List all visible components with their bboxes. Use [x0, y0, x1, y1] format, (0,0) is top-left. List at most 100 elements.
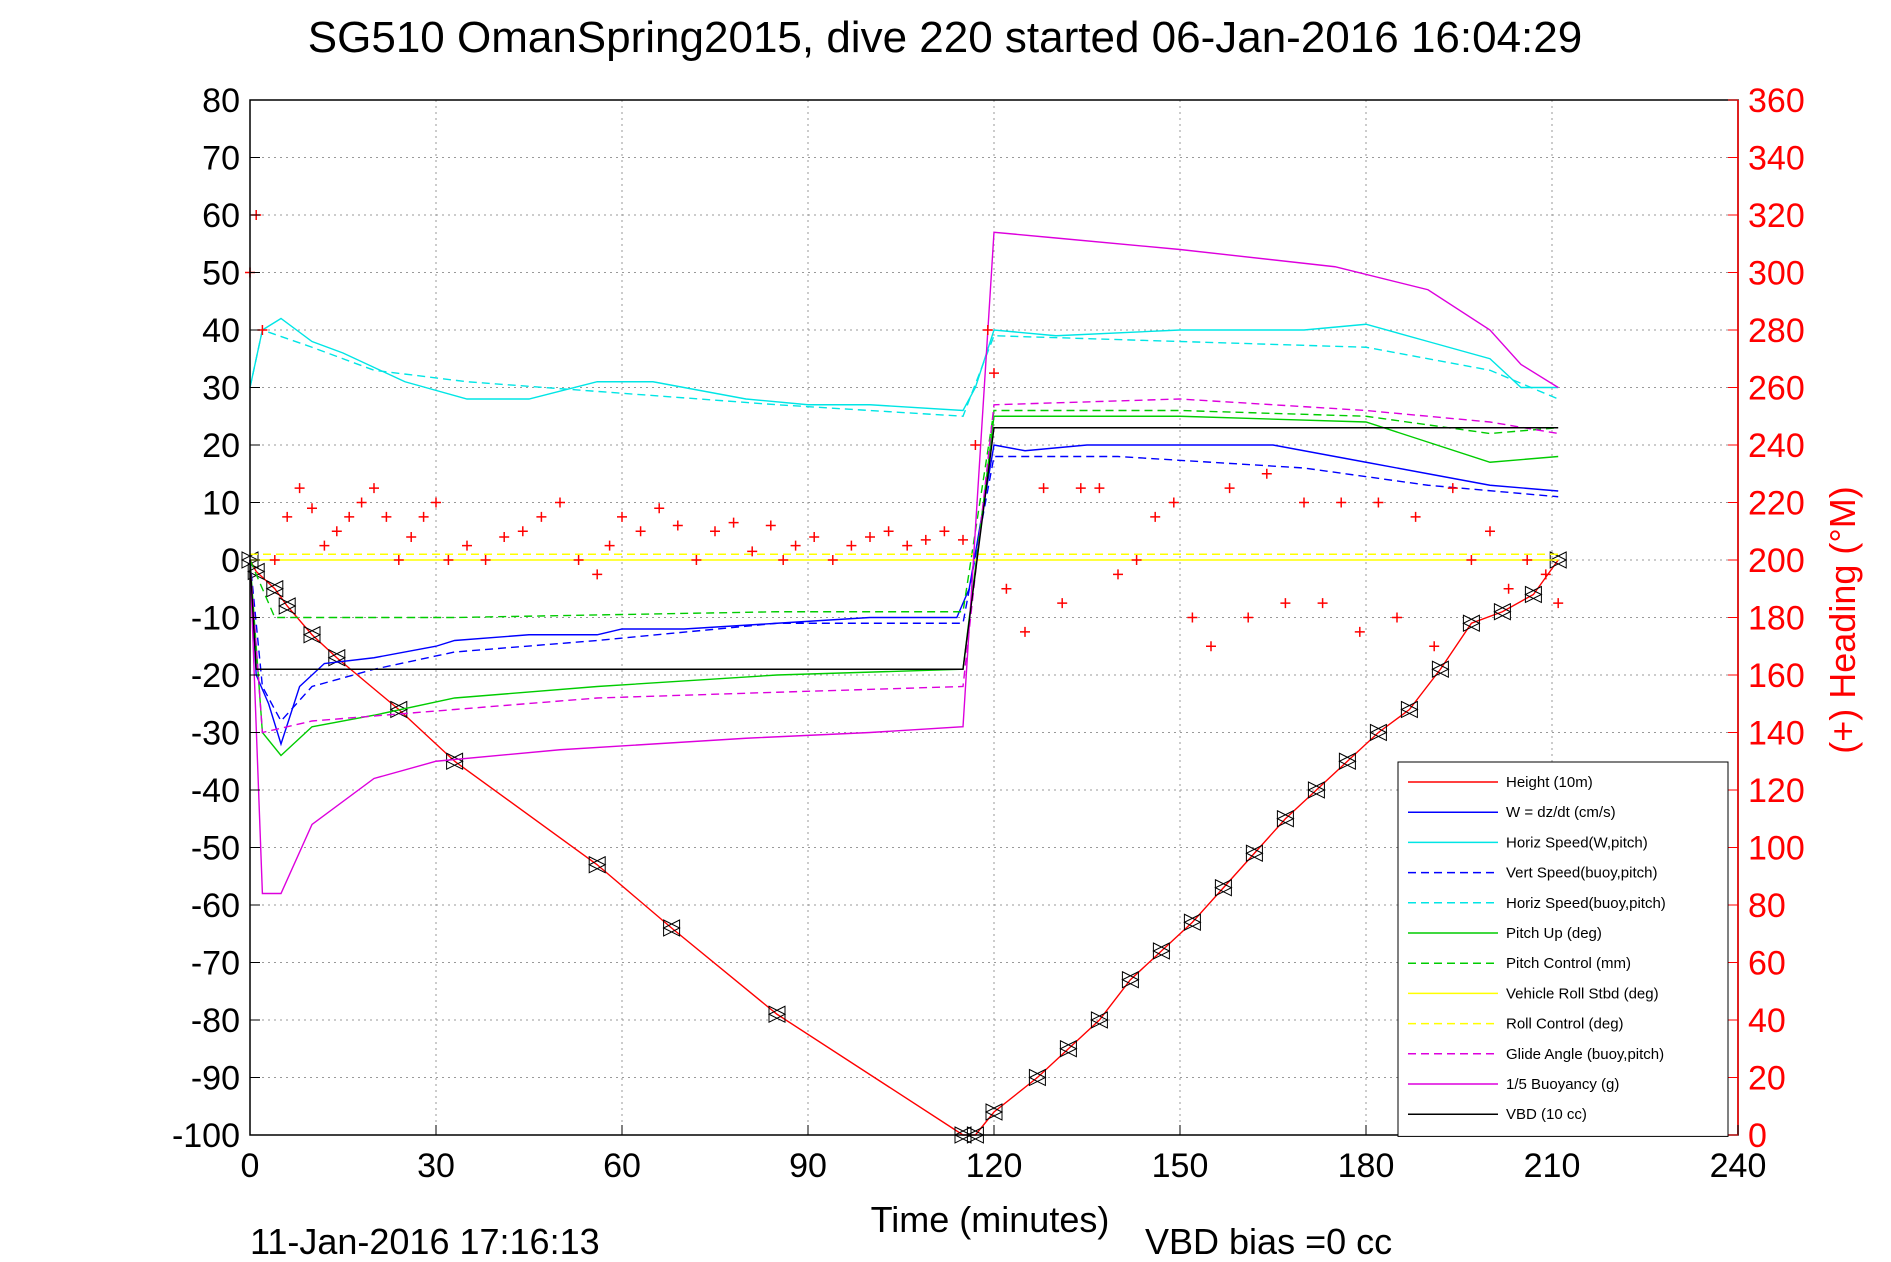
heading-marker [356, 497, 367, 508]
x-axis-label: Time (minutes) [871, 1199, 1110, 1240]
heading-marker [920, 534, 931, 545]
heading-marker [1187, 612, 1198, 623]
y-tick-label: 20 [202, 427, 240, 465]
x-tick-label: 210 [1524, 1147, 1581, 1185]
heading-marker [1224, 483, 1235, 494]
series-line-9 [249, 398, 1559, 734]
y-tick-label: -40 [191, 772, 240, 810]
heading-marker [846, 540, 857, 551]
heading-marker [654, 503, 665, 514]
chart-title: SG510 OmanSpring2015, dive 220 started 0… [308, 13, 1582, 62]
heading-marker [790, 540, 801, 551]
heading-marker [1299, 497, 1309, 508]
series-line-5 [249, 415, 1559, 757]
heading-marker [1522, 555, 1533, 565]
heading-marker [604, 540, 615, 551]
y-tick-label: -10 [191, 600, 240, 638]
right-tick-label: 40 [1748, 1002, 1786, 1040]
axis-ticks: 0 30 60 90 120 150 180 210 240-100-90-80-70-60-5… [172, 82, 1805, 1185]
height-marker [1338, 752, 1357, 771]
y-tick-label: 70 [202, 140, 240, 178]
x-tick-label: 150 [1152, 1147, 1209, 1185]
legend-label: Roll Control (deg) [1506, 1016, 1624, 1033]
heading-marker [617, 511, 627, 522]
right-y-axis-label: (+) Heading (°M) [1822, 486, 1863, 753]
height-marker [1462, 614, 1481, 633]
y-tick-label: 80 [202, 82, 240, 120]
heading-marker [1392, 612, 1402, 623]
legend-label: Glide Angle (buoy,pitch) [1506, 1046, 1664, 1063]
right-tick-label: 360 [1748, 82, 1805, 120]
heading-marker [431, 497, 441, 508]
footer-vbd-bias: VBD bias =0 cc [1145, 1221, 1392, 1262]
legend-label: Pitch Control (mm) [1506, 955, 1631, 972]
heading-marker [1020, 626, 1030, 637]
height-marker [1431, 660, 1450, 679]
legend-label: Horiz Speed(W,pitch) [1506, 834, 1648, 851]
heading-marker [1466, 555, 1477, 565]
y-tick-label: -100 [172, 1117, 240, 1155]
y-tick-label: 30 [202, 370, 240, 408]
heading-marker [282, 511, 293, 522]
right-tick-label: 60 [1748, 945, 1786, 983]
heading-marker [1243, 612, 1254, 623]
height-marker [1400, 700, 1419, 719]
height-marker [1276, 809, 1295, 828]
plot-area [240, 210, 1568, 1144]
heading-marker [939, 526, 950, 537]
height-marker [1090, 1011, 1109, 1029]
heading-marker [809, 532, 820, 542]
heading-marker [1001, 583, 1012, 594]
height-marker [1121, 970, 1140, 989]
heading-marker [1429, 641, 1440, 652]
heading-marker [1168, 497, 1179, 508]
heading-marker [1317, 598, 1328, 609]
right-tick-label: 80 [1748, 887, 1786, 925]
height-marker [302, 625, 322, 644]
heading-marker [592, 569, 603, 580]
legend-label: Horiz Speed(buoy,pitch) [1506, 895, 1666, 912]
heading-marker [443, 555, 454, 565]
height-marker [662, 919, 681, 937]
x-tick-label: 90 [789, 1147, 827, 1185]
heading-marker [1261, 468, 1272, 479]
heading-marker [958, 534, 968, 545]
series-line-4 [249, 329, 1559, 417]
series-line-1 [249, 444, 1559, 747]
heading-marker [989, 368, 999, 379]
right-tick-label: 260 [1748, 370, 1805, 408]
height-marker [1307, 781, 1326, 799]
heading-marker [710, 526, 720, 537]
height-marker [1059, 1039, 1078, 1058]
height-marker [1493, 602, 1512, 621]
heading-marker [307, 503, 317, 514]
heading-marker [1038, 483, 1049, 494]
heading-marker [765, 520, 776, 531]
right-tick-label: 140 [1748, 715, 1805, 753]
y-tick-label: 40 [202, 312, 240, 350]
height-marker [1369, 723, 1388, 742]
height-marker [445, 752, 464, 771]
height-marker [389, 700, 408, 719]
y-tick-label: -80 [191, 1002, 240, 1040]
y-tick-label: -90 [191, 1060, 240, 1098]
heading-marker [269, 555, 280, 565]
heading-marker [369, 483, 379, 494]
footer-date: 11-Jan-2016 17:16:13 [250, 1221, 600, 1262]
heading-marker [344, 511, 355, 522]
y-tick-label: -30 [191, 715, 240, 753]
legend-label: VBD (10 cc) [1506, 1106, 1587, 1123]
x-tick-label: 120 [966, 1147, 1023, 1185]
y-tick-label: -50 [191, 830, 240, 868]
heading-marker [1057, 598, 1068, 609]
right-tick-label: 180 [1748, 600, 1805, 638]
legend-label: 1/5 Buoyancy (g) [1506, 1076, 1619, 1093]
series-line-11 [249, 427, 1559, 670]
heading-marker [573, 555, 584, 565]
heading-marker [970, 440, 981, 450]
x-tick-label: 60 [603, 1147, 641, 1185]
right-tick-label: 100 [1748, 830, 1805, 868]
heading-marker [1113, 569, 1123, 580]
heading-marker [1150, 511, 1161, 522]
heading-marker [381, 511, 392, 522]
